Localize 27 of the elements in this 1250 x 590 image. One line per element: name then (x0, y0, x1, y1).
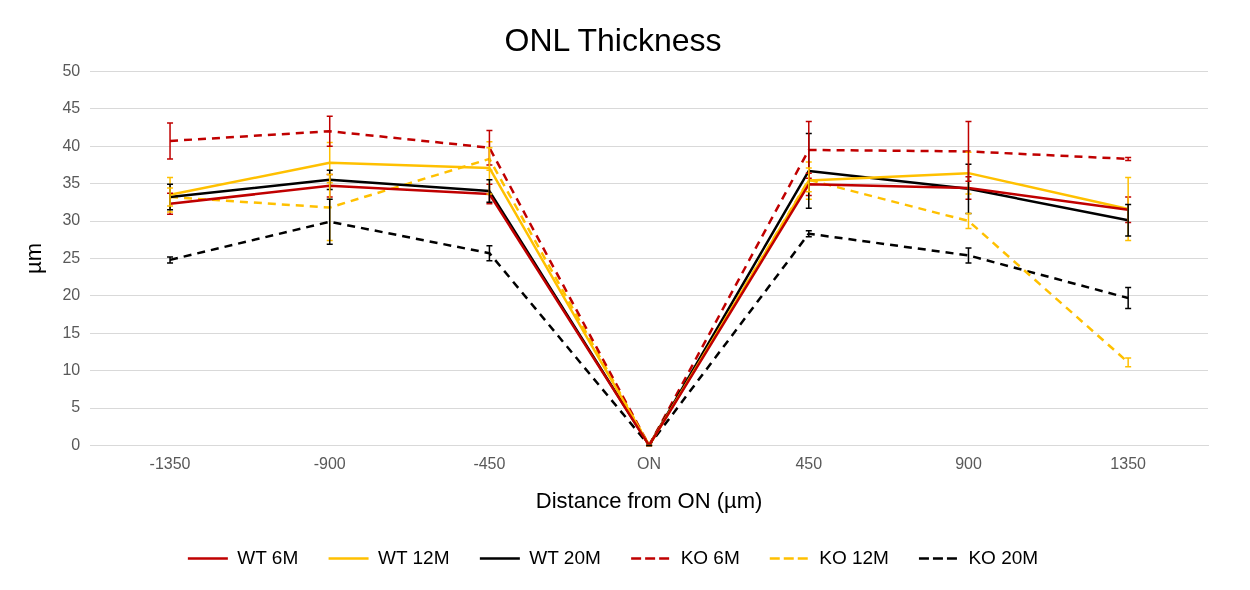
y-tick-label: 0 (71, 435, 81, 453)
legend-label: KO 20M (968, 546, 1039, 568)
x-axis-title: Distance from ON (µm) (535, 487, 763, 513)
y-tick-label: 15 (62, 323, 81, 341)
legend-label: KO 12M (819, 546, 889, 568)
legend-label: KO 6M (680, 546, 740, 568)
y-tick-label: 50 (62, 61, 81, 79)
y-tick-label: 25 (62, 248, 81, 266)
y-tick-label: 10 (62, 361, 81, 379)
y-tick-label: 20 (62, 286, 81, 304)
x-tick-label: 1350 (1110, 455, 1147, 473)
x-tick-label: ON (637, 455, 662, 473)
y-tick-label: 5 (71, 398, 81, 416)
x-tick-label: -900 (313, 455, 346, 473)
x-tick-label: -450 (473, 455, 506, 473)
chart-title: ONL Thickness (504, 22, 722, 59)
legend-label: WT 6M (237, 546, 299, 568)
legend-label: WT 12M (378, 546, 450, 568)
y-tick-label: 35 (62, 174, 81, 192)
y-tick-label: 40 (62, 136, 81, 154)
legend-label: WT 20M (529, 546, 601, 568)
x-tick-label: 900 (955, 455, 982, 473)
y-tick-label: 45 (62, 99, 81, 117)
y-axis-title: µm (21, 242, 47, 274)
y-tick-label: 30 (62, 211, 81, 229)
x-tick-label: 450 (795, 455, 823, 473)
x-tick-label: -1350 (149, 455, 191, 473)
